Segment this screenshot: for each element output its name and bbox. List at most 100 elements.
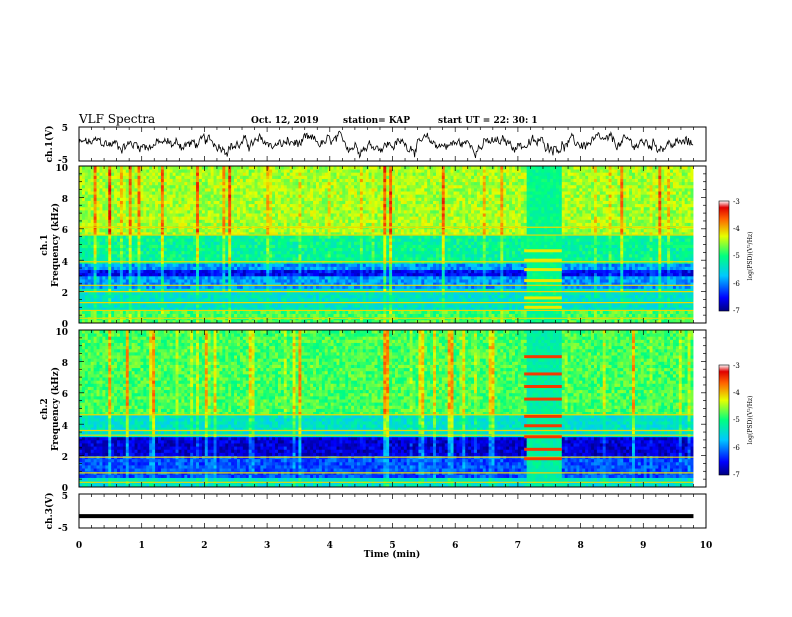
spectrogram-cell [313, 197, 316, 201]
spectrogram-cell [284, 238, 287, 242]
spectrogram-cell [260, 191, 263, 195]
spectrogram-cell [111, 197, 114, 201]
spectrogram-cell [105, 279, 108, 283]
spectrogram-cell [214, 270, 217, 274]
spectrogram-cell [325, 254, 328, 258]
spectrogram-cell [225, 223, 228, 227]
spectrogram-cell [199, 207, 202, 211]
spectrogram-cell [91, 295, 94, 299]
spectrogram-cell [155, 251, 158, 255]
spectrogram-cell [354, 169, 357, 173]
spectrogram-cell [366, 279, 369, 283]
spectrogram-cell [187, 295, 190, 299]
spectrogram-cell [342, 172, 345, 176]
spectrogram-cell [108, 204, 111, 208]
spectrogram-cell [348, 229, 351, 233]
spectrogram-cell [97, 270, 100, 274]
spectrogram-cell [266, 273, 269, 277]
spectrogram-cell [290, 270, 293, 274]
spectrogram-cell [290, 188, 293, 192]
spectrogram-cell [105, 276, 108, 280]
spectrogram-cell [140, 194, 143, 198]
spectrogram-cell [351, 194, 354, 198]
spectrogram-cell [334, 251, 337, 255]
spectrogram-cell [178, 254, 181, 258]
spectrogram-cell [348, 194, 351, 198]
spectrogram-cell [222, 251, 225, 255]
spectrogram-cell [316, 204, 319, 208]
spectrogram-cell [252, 216, 255, 220]
spectrogram-cell [176, 279, 179, 283]
spectrogram-cell [143, 213, 146, 217]
spectrogram-cell [120, 266, 123, 270]
spectrogram-cell [307, 251, 310, 255]
spectrogram-cell [298, 254, 301, 258]
spectrogram-cell [149, 169, 152, 173]
spectrogram-cell [339, 276, 342, 280]
spectrogram-cell [105, 194, 108, 198]
spectrogram-cell [193, 179, 196, 183]
spectrogram-cell [307, 201, 310, 205]
spectrogram-cell [237, 279, 240, 283]
spectrogram-cell [266, 248, 269, 252]
spectrogram-cell [360, 263, 363, 267]
spectrogram-cell [202, 273, 205, 277]
spectrogram-cell [170, 245, 173, 249]
spectrogram-cell [164, 266, 167, 270]
spectrogram-cell [132, 175, 135, 179]
spectrogram-cell [290, 251, 293, 255]
spectrogram-cell [331, 295, 334, 299]
spectrogram-cell [307, 188, 310, 192]
spectrogram-cell [255, 210, 258, 214]
spectrogram-cell [217, 248, 220, 252]
spectrogram-cell [234, 175, 237, 179]
spectrogram-cell [263, 175, 266, 179]
spectrogram-cell [190, 172, 193, 176]
spectrogram-cell [345, 219, 348, 223]
spectrogram-cell [234, 172, 237, 176]
spectrogram-cell [366, 219, 369, 223]
spectrogram-cell [120, 197, 123, 201]
spectrogram-cell [278, 251, 281, 255]
spectrogram-cell [143, 314, 146, 318]
spectrogram-cell [307, 257, 310, 261]
spectrogram-cell [208, 295, 211, 299]
spectrogram-cell [196, 191, 199, 195]
spectrogram-cell [310, 298, 313, 302]
spectrogram-cell [187, 263, 190, 267]
spectrogram-cell [199, 251, 202, 255]
spectrogram-cell [184, 238, 187, 242]
spectrogram-cell [345, 270, 348, 274]
spectrogram-cell [178, 314, 181, 318]
spectrogram-cell [187, 248, 190, 252]
spectrogram-cell [135, 197, 138, 201]
spectrogram-cell [217, 169, 220, 173]
spectrogram-cell [310, 245, 313, 249]
spectrogram-cell [345, 188, 348, 192]
spectrogram-cell [298, 166, 301, 170]
spectrogram-cell [146, 245, 149, 249]
spectrogram-cell [249, 188, 252, 192]
spectrogram-cell [146, 248, 149, 252]
spectrogram-cell [94, 210, 97, 214]
spectrogram-cell [257, 238, 260, 242]
spectrogram-cell [202, 204, 205, 208]
spectrogram-cell [199, 204, 202, 208]
spectrogram-cell [301, 248, 304, 252]
spectrogram-cell [360, 210, 363, 214]
spectrogram-cell [111, 248, 114, 252]
spectrogram-cell [225, 219, 228, 223]
spectrogram-cell [316, 182, 319, 186]
spectrogram-cell [237, 298, 240, 302]
spectrogram-cell [266, 201, 269, 205]
spectrogram-cell [184, 172, 187, 176]
spectrogram-cell [339, 251, 342, 255]
spectrogram-cell [129, 201, 132, 205]
spectrogram-cell [322, 169, 325, 173]
spectrogram-cell [202, 279, 205, 283]
spectrogram-cell [211, 216, 214, 220]
spectrogram-cell [97, 248, 100, 252]
spectrogram-cell [298, 266, 301, 270]
spectrogram-cell [307, 270, 310, 274]
spectrogram-cell [99, 295, 102, 299]
